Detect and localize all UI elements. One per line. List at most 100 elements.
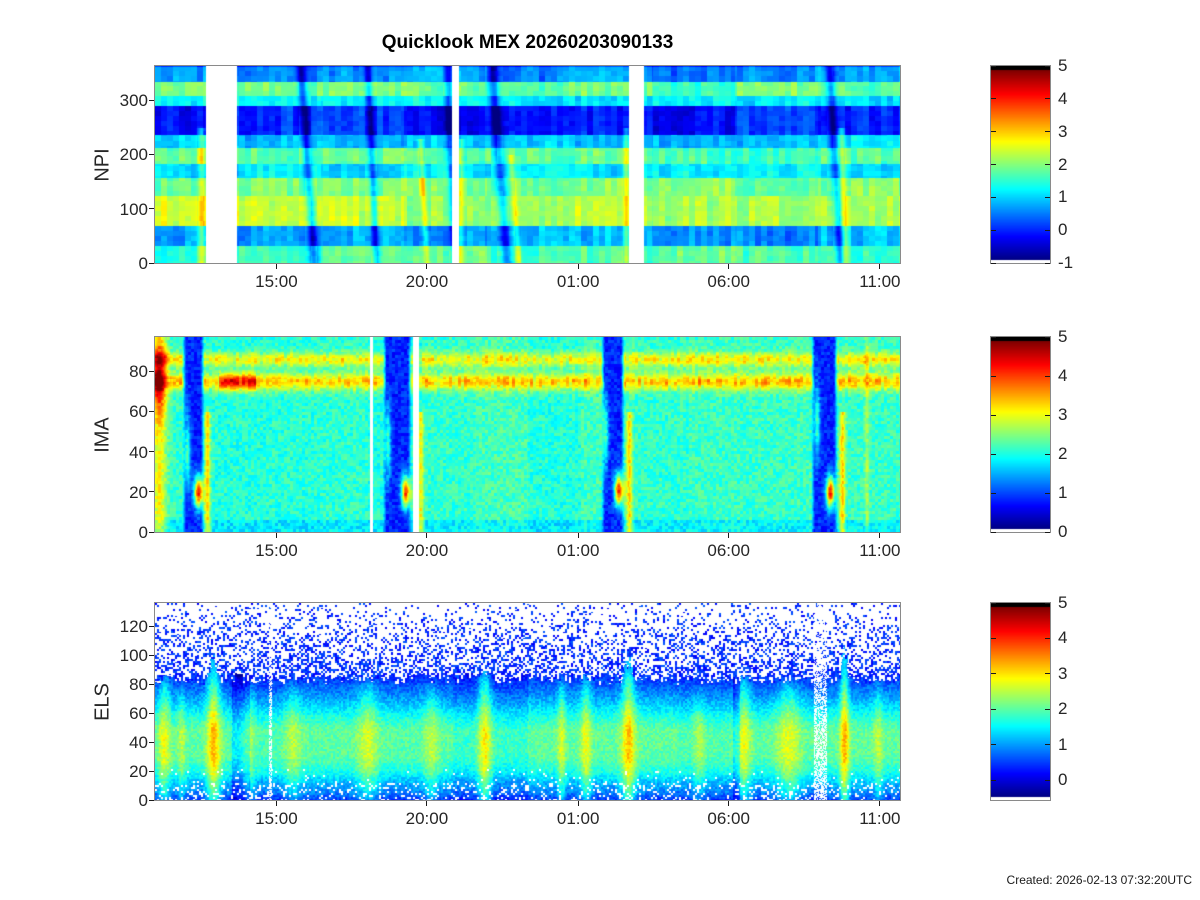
colorbar-tick-mark [991, 196, 996, 198]
x-tick-mark [577, 533, 579, 538]
y-tick-label: 20 [129, 482, 148, 502]
colorbar-tick-mark [1045, 744, 1050, 746]
y-tick-label: 40 [129, 442, 148, 462]
ima-panel [154, 336, 901, 533]
colorbar-tick-label: 5 [1058, 327, 1068, 346]
colorbar-tick-mark [991, 708, 996, 710]
colorbar-tick-mark [991, 262, 996, 264]
x-tick-mark [577, 264, 579, 269]
els-colorbar-gradient [991, 603, 1050, 800]
colorbar-tick-mark [1045, 164, 1050, 165]
colorbar-tick-label: 5 [1058, 56, 1068, 75]
x-tick-mark [879, 801, 881, 806]
y-tick-label: 20 [129, 762, 148, 782]
npi-colorbar [990, 65, 1051, 264]
y-tick-label: 100 [119, 199, 148, 219]
x-tick-label: 11:00 [859, 541, 901, 560]
x-tick-label: 20:00 [405, 272, 449, 291]
els-panel [154, 602, 901, 801]
y-tick-label: 80 [129, 362, 148, 382]
y-tick-mark [149, 770, 154, 772]
colorbar-tick-label: 3 [1058, 121, 1068, 141]
colorbar-tick-mark [1045, 375, 1050, 377]
colorbar-tick-mark [1045, 602, 1050, 604]
colorbar-tick-mark [1045, 98, 1050, 100]
x-tick-label: 01:00 [556, 272, 600, 291]
colorbar-tick-mark [1045, 196, 1050, 198]
x-tick-mark [275, 801, 277, 806]
colorbar-tick-label: -1 [1058, 253, 1074, 272]
y-tick-mark [149, 531, 154, 533]
colorbar-tick-mark [991, 602, 996, 604]
x-tick-label: 11:00 [859, 272, 901, 291]
y-tick-mark [149, 741, 154, 743]
x-tick-mark [426, 533, 428, 538]
y-tick-mark [149, 625, 154, 627]
x-tick-mark [275, 533, 277, 538]
colorbar-tick-mark [991, 375, 996, 377]
y-tick-label: 0 [138, 254, 148, 273]
colorbar-tick-mark [991, 637, 996, 639]
x-tick-label: 15:00 [255, 809, 298, 828]
y-tick-mark [149, 370, 154, 372]
x-tick-mark [577, 801, 579, 806]
colorbar-tick-mark [991, 492, 996, 494]
colorbar-tick-mark [991, 779, 996, 781]
x-tick-mark [728, 801, 730, 806]
y-tick-mark [149, 451, 154, 453]
colorbar-tick-label: 3 [1058, 663, 1068, 683]
x-tick-label: 06:00 [707, 809, 750, 828]
figure-title: Quicklook MEX 20260203090133 [381, 32, 674, 53]
colorbar-tick-mark [1045, 131, 1050, 133]
colorbar-tick-label: 0 [1058, 522, 1068, 541]
x-tick-label: 15:00 [255, 272, 298, 291]
y-tick-mark [149, 262, 154, 264]
colorbar-tick-label: 2 [1058, 444, 1068, 463]
colorbar-tick-mark [1045, 262, 1050, 264]
y-tick-mark [149, 153, 154, 155]
colorbar-tick-label: 4 [1058, 628, 1068, 648]
colorbar-tick-mark [991, 98, 996, 100]
colorbar-tick-mark [991, 414, 996, 416]
colorbar-tick-mark [1045, 336, 1050, 338]
y-tick-mark [149, 654, 154, 656]
colorbar-tick-mark [991, 453, 996, 455]
colorbar-tick-mark [1045, 531, 1050, 533]
ima-spectrogram [155, 337, 900, 532]
ima-colorbar-gradient [991, 337, 1050, 532]
colorbar-tick-mark [1045, 414, 1050, 416]
y-tick-label: 40 [129, 733, 148, 753]
x-tick-label: 06:00 [707, 272, 750, 291]
colorbar-tick-mark [1045, 779, 1050, 781]
colorbar-tick-label: 1 [1058, 187, 1068, 207]
els-colorbar [990, 602, 1051, 801]
colorbar-tick-label: 3 [1058, 405, 1068, 424]
x-tick-mark [879, 264, 881, 269]
y-tick-label: 120 [119, 617, 148, 637]
y-tick-label: 200 [119, 145, 148, 165]
x-tick-mark [275, 264, 277, 269]
x-tick-label: 01:00 [556, 541, 600, 560]
colorbar-tick-mark [991, 531, 996, 533]
colorbar-tick-mark [991, 229, 996, 231]
y-tick-label: 300 [119, 91, 148, 111]
x-tick-mark [728, 264, 730, 269]
colorbar-tick-label: 2 [1058, 154, 1068, 174]
colorbar-tick-label: 0 [1058, 220, 1068, 240]
colorbar-tick-label: 2 [1058, 699, 1068, 719]
npi-colorbar-gradient [991, 66, 1050, 263]
colorbar-tick-mark [991, 164, 996, 165]
created-timestamp: Created: 2026-02-13 07:32:20UTC [1006, 873, 1192, 887]
colorbar-tick-mark [1045, 229, 1050, 231]
x-tick-label: 11:00 [859, 809, 901, 828]
x-tick-label: 15:00 [255, 541, 298, 560]
colorbar-tick-mark [1045, 453, 1050, 455]
colorbar-tick-label: 1 [1058, 734, 1068, 754]
y-tick-mark [149, 683, 154, 685]
y-tick-mark [149, 799, 154, 801]
npi-panel [154, 65, 901, 264]
colorbar-tick-label: 1 [1058, 483, 1068, 502]
y-tick-label: 0 [138, 791, 148, 810]
colorbar-tick-mark [991, 131, 996, 133]
